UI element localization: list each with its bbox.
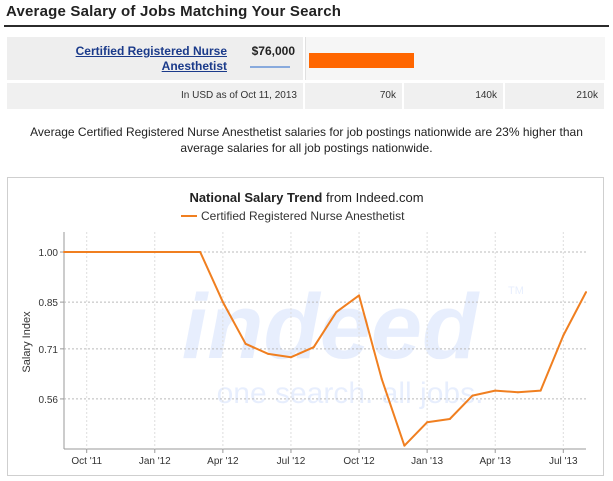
data-point — [63, 251, 65, 254]
salary-bar — [309, 53, 414, 68]
salary-trend-chart — [7, 177, 604, 476]
salary-row: Certified Registered Nurse Anesthetist $… — [7, 37, 605, 80]
data-point — [312, 346, 315, 349]
data-point — [448, 417, 451, 420]
y-tick-label: 1.00 — [39, 248, 59, 259]
chart-title: National Salary Trend from Indeed.com — [0, 190, 613, 205]
data-point — [516, 391, 519, 394]
data-point — [358, 294, 361, 297]
data-point — [85, 251, 88, 254]
x-tick-label: Jul '13 — [549, 456, 578, 467]
data-point — [494, 389, 497, 392]
data-point — [153, 251, 156, 254]
chart-title-suffix: from Indeed.com — [326, 190, 424, 205]
watermark-brand: indeed — [182, 276, 480, 378]
salary-value: $76,000 — [251, 44, 295, 58]
x-tick-label: Apr '13 — [480, 456, 512, 467]
data-point — [426, 421, 429, 424]
x-tick-label: Jul '12 — [277, 456, 306, 467]
scale-tick-70k: 70k — [305, 83, 402, 109]
chart-legend: Certified Registered Nurse Anesthetist — [181, 209, 405, 223]
y-tick-label: 0.56 — [39, 395, 59, 406]
data-point — [471, 394, 474, 397]
data-point — [380, 377, 383, 380]
page-title: Average Salary of Jobs Matching Your Sea… — [6, 3, 342, 20]
salary-summary: Average Certified Registered Nurse Anest… — [30, 125, 583, 155]
watermark-tagline: one search. all jobs. — [217, 377, 484, 410]
y-tick-label: 0.71 — [39, 345, 59, 356]
data-point — [244, 342, 247, 345]
x-tick-label: Jan '13 — [411, 456, 443, 467]
data-point — [335, 311, 338, 314]
scale-tick-210k: 210k — [505, 83, 604, 109]
data-point — [108, 251, 111, 254]
chart-title-main: National Salary Trend — [189, 190, 323, 205]
data-point — [289, 356, 292, 359]
salary-marker — [250, 66, 290, 68]
series-line — [64, 251, 587, 447]
x-tick-label: Jan '12 — [139, 456, 171, 467]
job-name-cell: Certified Registered Nurse Anesthetist $… — [7, 37, 303, 80]
data-point — [267, 352, 270, 355]
x-tick-label: Apr '12 — [207, 456, 239, 467]
job-title-link[interactable]: Certified Registered Nurse Anesthetist — [75, 44, 227, 73]
indeed-watermark: indeed TM one search. all jobs. — [182, 276, 524, 410]
data-point — [199, 251, 202, 254]
header-divider — [4, 25, 609, 27]
x-tick-label: Oct '11 — [71, 456, 102, 467]
scale-row: In USD as of Oct 11, 2013 70k 140k 210k — [7, 83, 604, 109]
data-point — [585, 291, 587, 294]
data-point — [131, 251, 134, 254]
y-tick-label: 0.85 — [39, 298, 59, 309]
salary-table: Certified Registered Nurse Anesthetist $… — [7, 37, 605, 111]
currency-note: In USD as of Oct 11, 2013 — [7, 83, 303, 109]
data-point — [562, 334, 565, 337]
data-point — [221, 301, 224, 304]
legend-label: Certified Registered Nurse Anesthetist — [201, 209, 405, 223]
data-point — [539, 389, 542, 392]
scale-tick-140k: 140k — [404, 83, 503, 109]
watermark-tm: TM — [508, 285, 524, 297]
x-tick-label: Oct '12 — [343, 456, 375, 467]
y-axis-label: Salary Index — [21, 311, 33, 373]
data-point — [176, 251, 179, 254]
data-point — [403, 444, 406, 447]
